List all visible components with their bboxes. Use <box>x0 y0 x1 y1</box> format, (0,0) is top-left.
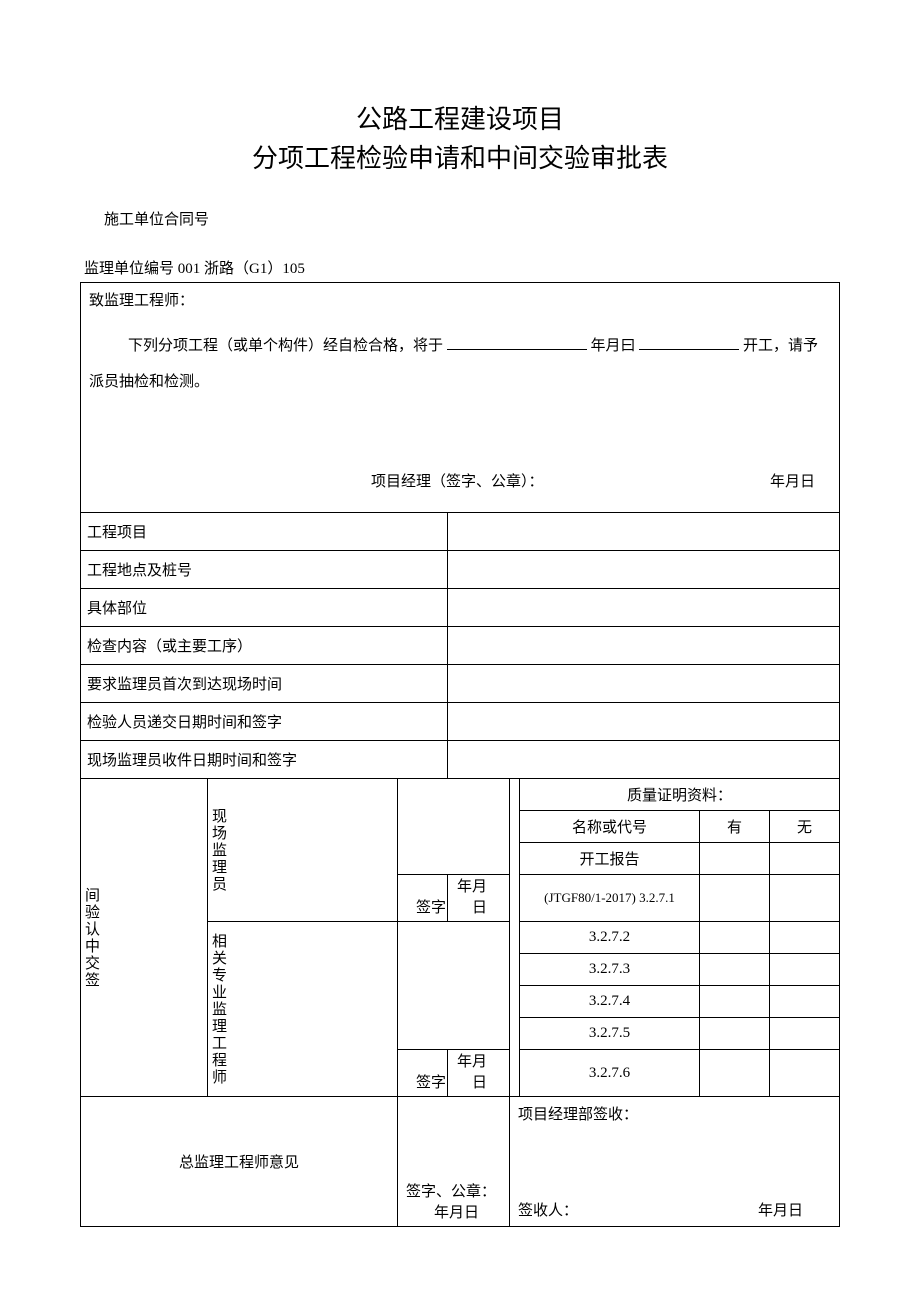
row-content-value[interactable] <box>448 627 840 665</box>
form-table: 致监理工程师： 下列分项工程（或单个构件）经自检合格，将于 年月曰 开工，请予派… <box>80 282 840 1227</box>
chief-sign-label: 签字、公章： <box>406 1180 496 1201</box>
letter-cell: 致监理工程师： 下列分项工程（或单个构件）经自检合格，将于 年月曰 开工，请予派… <box>81 283 840 513</box>
mid-role1-cell: 现场监理员 <box>208 779 398 922</box>
materials-row-6-yes[interactable] <box>700 1050 770 1097</box>
letter-salutation: 致监理工程师： <box>89 289 831 310</box>
row-first-arrive-value[interactable] <box>448 665 840 703</box>
materials-row-2: 3.2.7.2 <box>520 922 700 954</box>
row-receive-label: 现场监理员收件日期时间和签字 <box>81 741 448 779</box>
row-location-label: 工程地点及桩号 <box>81 551 448 589</box>
materials-row-4-yes[interactable] <box>700 986 770 1018</box>
materials-row-0-yes[interactable] <box>700 843 770 875</box>
title-line-2: 分项工程检验申请和中间交验审批表 <box>80 139 840 178</box>
pm-receipt-cell[interactable]: 项目经理部签收： 签收人： 年月日 <box>510 1097 840 1227</box>
materials-row-2-yes[interactable] <box>700 922 770 954</box>
document-title-block: 公路工程建设项目 分项工程检验申请和中间交验审批表 <box>80 100 840 178</box>
materials-col-no: 无 <box>770 811 840 843</box>
mid-role1-date-label: 年月日 <box>448 875 510 922</box>
pm-signature-label: 项目经理（签字、公章）： <box>371 470 751 491</box>
mid-role2-label: 相关专业监理工程师 <box>208 933 229 1086</box>
materials-row-1-no[interactable] <box>770 875 840 922</box>
materials-col-yes: 有 <box>700 811 770 843</box>
materials-row-1-yes[interactable] <box>700 875 770 922</box>
materials-row-0-no[interactable] <box>770 843 840 875</box>
materials-row-5: 3.2.7.5 <box>520 1018 700 1050</box>
materials-row-2-no[interactable] <box>770 922 840 954</box>
row-part-value[interactable] <box>448 589 840 627</box>
mid-role2-sign-label: 签字 <box>398 1050 448 1097</box>
construction-contract-meta: 施工单位合同号 <box>80 208 840 229</box>
materials-row-3-no[interactable] <box>770 954 840 986</box>
letter-body-mid: 年月曰 <box>591 338 640 354</box>
blank-date2[interactable] <box>639 335 739 350</box>
materials-row-0: 开工报告 <box>520 843 700 875</box>
mid-spacer <box>510 779 520 1097</box>
materials-row-4: 3.2.7.4 <box>520 986 700 1018</box>
mid-role2-date-label: 年月日 <box>448 1050 510 1097</box>
chief-label: 总监理工程师意见 <box>81 1097 398 1227</box>
letter-body-pre: 下列分项工程（或单个构件）经自检合格，将于 <box>128 338 447 354</box>
materials-row-6-no[interactable] <box>770 1050 840 1097</box>
row-first-arrive-label: 要求监理员首次到达现场时间 <box>81 665 448 703</box>
materials-row-1: (JTGF80/1-2017) 3.2.7.1 <box>520 875 700 922</box>
row-content-label: 检查内容（或主要工序） <box>81 627 448 665</box>
pm-date-label: 年月日 <box>758 1199 831 1220</box>
blank-date1[interactable] <box>447 335 587 350</box>
materials-row-4-no[interactable] <box>770 986 840 1018</box>
supervision-code-meta: 监理单位编号 001 浙路（G1）105 <box>80 257 840 278</box>
row-part-label: 具体部位 <box>81 589 448 627</box>
materials-header: 质量证明资料： <box>520 779 840 811</box>
row-location-value[interactable] <box>448 551 840 589</box>
mid-role1-label: 现场监理员 <box>208 808 229 893</box>
chief-sign-cell[interactable]: 签字、公章： 年月日 <box>398 1097 510 1227</box>
mid-role2-blank[interactable] <box>398 922 510 1050</box>
mid-role2-cell: 相关专业监理工程师 <box>208 922 398 1097</box>
title-line-1: 公路工程建设项目 <box>80 100 840 139</box>
materials-col-name: 名称或代号 <box>520 811 700 843</box>
row-receive-value[interactable] <box>448 741 840 779</box>
row-project-value[interactable] <box>448 513 840 551</box>
mid-group-label: 间验认中交签 <box>81 887 102 989</box>
pm-signature-date: 年月日 <box>751 470 831 491</box>
materials-row-3: 3.2.7.3 <box>520 954 700 986</box>
materials-row-5-no[interactable] <box>770 1018 840 1050</box>
chief-date-label: 年月日 <box>434 1201 501 1222</box>
mid-role1-blank[interactable] <box>398 779 510 875</box>
row-inspector-submit-value[interactable] <box>448 703 840 741</box>
mid-group-cell: 间验认中交签 <box>81 779 208 1097</box>
materials-row-3-yes[interactable] <box>700 954 770 986</box>
mid-role1-sign-label: 签字 <box>398 875 448 922</box>
row-inspector-submit-label: 检验人员递交日期时间和签字 <box>81 703 448 741</box>
pm-receipt-label: 项目经理部签收： <box>518 1103 831 1124</box>
materials-row-6: 3.2.7.6 <box>520 1050 700 1097</box>
materials-row-5-yes[interactable] <box>700 1018 770 1050</box>
row-project-label: 工程项目 <box>81 513 448 551</box>
letter-signature-area: 项目经理（签字、公章）： 年月日 <box>89 470 831 491</box>
pm-signer-label: 签收人： <box>518 1199 578 1220</box>
letter-body: 下列分项工程（或单个构件）经自检合格，将于 年月曰 开工，请予派员抽检和检测。 <box>89 328 831 400</box>
